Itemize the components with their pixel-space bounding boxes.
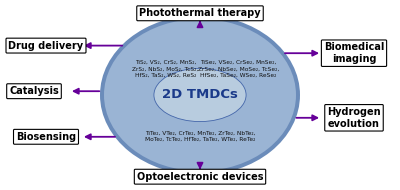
Text: Hydrogen
evolution: Hydrogen evolution: [327, 107, 381, 129]
Ellipse shape: [100, 15, 300, 175]
Text: Drug delivery: Drug delivery: [8, 41, 84, 51]
Text: Biomedical
imaging: Biomedical imaging: [324, 42, 384, 64]
Text: 2D TMDCs: 2D TMDCs: [162, 89, 238, 101]
Text: Biosensing: Biosensing: [16, 132, 76, 142]
Text: TiTe₂, VTe₂, CrTe₂, MnTe₂, ZrTe₂, NbTe₂,
MoTe₂, TcTe₂, HfTe₂, TaTe₂, WTe₂, ReTe₂: TiTe₂, VTe₂, CrTe₂, MnTe₂, ZrTe₂, NbTe₂,…: [145, 130, 255, 142]
Text: Optoelectronic devices: Optoelectronic devices: [137, 172, 263, 182]
Ellipse shape: [104, 19, 296, 171]
Ellipse shape: [154, 68, 246, 122]
Text: Catalysis: Catalysis: [9, 86, 59, 96]
Text: Photothermal therapy: Photothermal therapy: [139, 8, 261, 18]
Text: TiS₂, VS₂, CrS₂, MnS₂,
ZrS₂, NbS₂, MoS₂, TcS₂,
HfS₂, TaS₂, WS₂, ReS₂: TiS₂, VS₂, CrS₂, MnS₂, ZrS₂, NbS₂, MoS₂,…: [132, 60, 198, 78]
Text: TiSe₂, VSe₂, CrSe₂, MnSe₂,
ZrSe₂, NbSe₂, MoSe₂, TcSe₂,
HfSe₂, TaSe₂, WSe₂, ReSe₂: TiSe₂, VSe₂, CrSe₂, MnSe₂, ZrSe₂, NbSe₂,…: [198, 60, 279, 78]
